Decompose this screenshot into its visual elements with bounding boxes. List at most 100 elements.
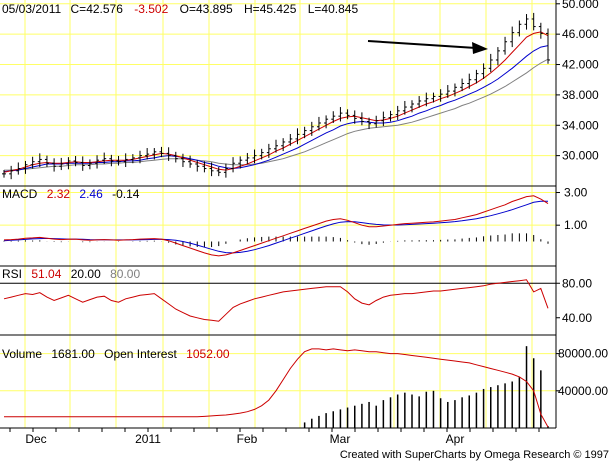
volume-axis: 40000.00 80000.00 bbox=[556, 347, 608, 398]
price-bar bbox=[331, 111, 336, 123]
volume-value: 1681.00 bbox=[51, 347, 95, 361]
price-bar bbox=[510, 26, 515, 48]
price-bars bbox=[2, 12, 550, 180]
price-bar bbox=[130, 154, 135, 164]
price-bar bbox=[259, 148, 264, 160]
rsi-upper: 80.00 bbox=[110, 267, 140, 281]
price-bar bbox=[59, 157, 64, 171]
rsi-label: RSI bbox=[2, 267, 22, 281]
time-tick-label: Apr bbox=[446, 432, 465, 446]
price-bar bbox=[238, 156, 243, 169]
price-bar bbox=[445, 85, 450, 98]
price-bar bbox=[195, 160, 200, 172]
price-ma-blue bbox=[3, 45, 549, 173]
price-bar bbox=[531, 12, 536, 31]
macd-signal-path bbox=[3, 200, 548, 254]
macd-signal-value: 2.46 bbox=[79, 187, 103, 201]
price-bar bbox=[402, 100, 407, 115]
price-bar bbox=[495, 47, 500, 66]
price-bar bbox=[524, 14, 529, 30]
time-tick-label: 2011 bbox=[135, 432, 161, 446]
price-bar bbox=[202, 161, 207, 173]
price-bar bbox=[252, 149, 257, 164]
price-bar bbox=[116, 156, 121, 166]
price-bar bbox=[166, 147, 171, 161]
volume-label: Volume bbox=[2, 347, 42, 361]
header-open: O=43.895 bbox=[180, 2, 233, 16]
price-bar bbox=[180, 153, 185, 168]
header-change: -3.502 bbox=[134, 2, 168, 16]
rsi-line bbox=[3, 279, 549, 322]
price-bar bbox=[52, 158, 57, 172]
open-interest-path bbox=[4, 348, 549, 428]
price-bar bbox=[23, 160, 28, 174]
rsi-levels bbox=[0, 282, 556, 336]
price-bar bbox=[488, 53, 493, 73]
oi-value: 1052.00 bbox=[186, 347, 230, 361]
rsi-axis: 40.00 80.00 bbox=[556, 276, 592, 325]
volume-legend: Volume 1681.00 Open Interest 1052.00 bbox=[2, 347, 230, 361]
price-bar bbox=[338, 107, 343, 122]
price-tick-label: 30.000 bbox=[562, 149, 599, 163]
price-bar bbox=[367, 117, 372, 130]
price-bar bbox=[302, 126, 307, 139]
price-tick-label: 42.000 bbox=[562, 58, 599, 72]
price-ma-gray bbox=[4, 58, 549, 171]
header-high: H=45.425 bbox=[244, 2, 297, 16]
price-bar bbox=[374, 115, 379, 128]
price-bar bbox=[546, 28, 550, 64]
price-bar bbox=[145, 148, 150, 160]
price-tick-label: 38.000 bbox=[562, 88, 599, 102]
time-tick-label: Feb bbox=[237, 432, 258, 446]
price-bar bbox=[431, 92, 436, 103]
rsi-path bbox=[3, 279, 549, 322]
price-bar bbox=[37, 153, 42, 168]
price-header: 05/03/2011 C=42.576 -3.502 O=43.895 H=45… bbox=[2, 2, 358, 16]
price-tick-label: 46.000 bbox=[562, 27, 599, 41]
macd-tick-label: 3.00 bbox=[564, 186, 588, 200]
price-bar bbox=[152, 148, 157, 160]
price-bar bbox=[231, 157, 236, 173]
macd-histogram bbox=[3, 233, 549, 248]
volume-bars bbox=[303, 346, 549, 428]
price-bar bbox=[481, 63, 486, 79]
price-bar bbox=[173, 151, 178, 163]
rsi-tick-label: 80.00 bbox=[562, 276, 592, 290]
header-low: L=40.845 bbox=[308, 2, 359, 16]
chart-grid bbox=[0, 0, 556, 428]
price-bar bbox=[30, 156, 35, 169]
rsi-lower: 20.00 bbox=[71, 267, 101, 281]
price-bar bbox=[73, 156, 78, 167]
price-bar bbox=[87, 159, 92, 170]
price-bar bbox=[517, 20, 522, 37]
macd-hist-value: -0.14 bbox=[112, 187, 140, 201]
price-bar bbox=[216, 167, 221, 177]
price-bar bbox=[503, 36, 508, 55]
price-bar bbox=[209, 162, 214, 177]
price-bar bbox=[352, 110, 357, 124]
volume-tick-label: 80000.00 bbox=[558, 347, 608, 361]
macd-path bbox=[3, 195, 549, 257]
price-tick-label: 34.000 bbox=[562, 118, 599, 132]
price-bar bbox=[123, 153, 128, 168]
time-tick-label: Dec bbox=[25, 432, 46, 446]
price-bar bbox=[345, 109, 350, 120]
price-bar bbox=[159, 146, 164, 158]
price-bar bbox=[109, 154, 114, 167]
price-bar bbox=[359, 112, 364, 126]
price-bar bbox=[438, 89, 443, 102]
header-date: 05/03/2011 bbox=[2, 2, 61, 16]
price-bar bbox=[102, 152, 107, 164]
price-bar bbox=[95, 155, 100, 169]
price-bar bbox=[138, 150, 142, 164]
price-bar bbox=[9, 165, 14, 180]
price-bar bbox=[538, 22, 543, 39]
oi-label: Open Interest bbox=[104, 347, 177, 361]
open-interest-line bbox=[4, 348, 549, 428]
price-bar bbox=[410, 100, 414, 113]
price-bar bbox=[381, 111, 386, 127]
credit-text: Created with SuperCharts by Omega Resear… bbox=[340, 449, 609, 461]
rsi-tick-label: 40.00 bbox=[562, 311, 592, 325]
price-bar bbox=[460, 78, 465, 92]
price-bar bbox=[452, 83, 457, 97]
